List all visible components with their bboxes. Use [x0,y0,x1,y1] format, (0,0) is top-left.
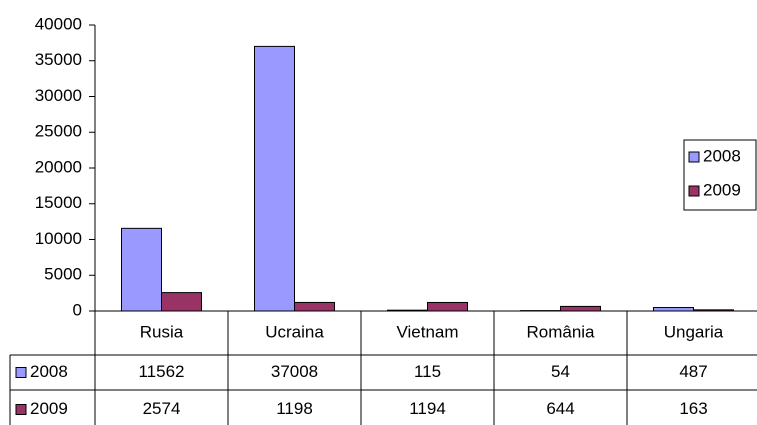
table-row-label: 2008 [30,362,68,381]
y-tick-label: 5000 [44,265,82,284]
legend-label: 2008 [703,146,741,165]
x-tick-label: Ungaria [664,322,724,341]
bar [294,301,335,312]
table-value: 37008 [271,362,318,381]
legend-key [688,151,700,163]
table-value: 2574 [143,399,181,418]
legend-label: 2009 [703,180,741,199]
y-tick-label: 15000 [35,193,82,212]
y-tick-label: 40000 [35,14,82,33]
y-tick-label: 10000 [35,229,82,248]
x-tick-label: Rusia [140,322,184,341]
bar [121,227,162,312]
y-tick-label: 20000 [35,157,82,176]
y-tick-label: 25000 [35,122,82,141]
table-value: 115 [414,362,441,381]
legend-key [688,185,700,197]
table-value: 487 [679,362,707,381]
x-tick-label: Ucraina [265,322,324,341]
y-tick-label: 30000 [35,86,82,105]
table-value: 163 [679,399,707,418]
table-value: 1194 [409,399,446,418]
bar [161,292,202,312]
bar [653,307,694,312]
y-tick-label: 35000 [35,50,82,69]
x-tick-label: România [526,322,595,341]
table-value: 11562 [138,362,184,381]
table-value: 644 [546,399,574,418]
table-value: 54 [551,362,570,381]
table-key [15,367,27,378]
x-tick-label: Vietnam [396,322,458,341]
bar [560,305,601,312]
table-key [15,404,27,415]
table-row-label: 2009 [30,399,68,418]
table-value: 1198 [276,399,313,418]
bar [254,45,295,312]
y-tick-label: 0 [73,300,82,319]
bar [427,301,468,312]
